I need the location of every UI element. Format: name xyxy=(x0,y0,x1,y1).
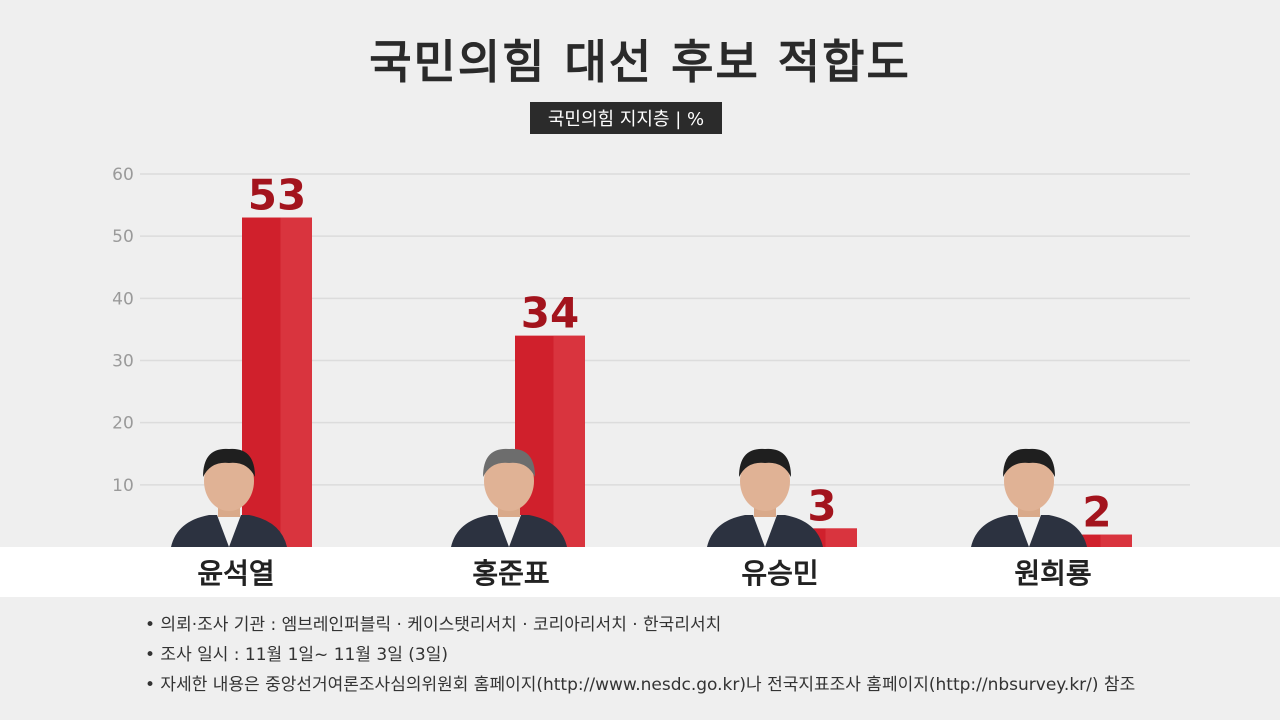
candidate-portrait xyxy=(171,448,287,547)
candidate-name-band xyxy=(0,547,1280,597)
candidate-name: 유승민 xyxy=(741,557,819,590)
candidate-portrait xyxy=(707,448,823,547)
value-label: 2 xyxy=(1082,488,1111,537)
chart-subtitle: 국민의힘 지지층 | % xyxy=(530,102,722,134)
y-tick-label: 10 xyxy=(112,476,134,496)
value-label: 34 xyxy=(521,289,579,338)
value-label: 3 xyxy=(807,481,836,530)
candidate-name: 윤석열 xyxy=(197,557,275,590)
y-tick-label: 40 xyxy=(112,289,134,309)
footnote-reference: • 자세한 내용은 중앙선거여론조사심의위원회 홈페이지(http://www.… xyxy=(145,675,1136,695)
bar-highlight xyxy=(280,217,312,547)
candidate-portrait xyxy=(451,448,567,547)
y-tick-label: 20 xyxy=(112,414,134,434)
y-tick-label: 50 xyxy=(112,227,134,247)
y-tick-label: 30 xyxy=(112,352,134,372)
candidate-name: 원희룡 xyxy=(1014,557,1092,590)
candidate-portrait xyxy=(971,448,1087,547)
chart-title: 국민의힘 대선 후보 적합도 xyxy=(369,35,911,89)
bar-highlight xyxy=(825,528,857,547)
bar-highlight xyxy=(1100,534,1132,547)
footnote-date: • 조사 일시 : 11월 1일~ 11월 3일 (3일) xyxy=(145,645,448,665)
y-tick-label: 60 xyxy=(112,165,134,185)
bar-chart: 10 20 30 40 50 60 53 34 3 2 xyxy=(112,165,1190,547)
candidate-name: 홍준표 xyxy=(472,557,550,590)
value-label: 53 xyxy=(248,171,306,220)
footnote-agency: • 의뢰·조사 기관 : 엠브레인퍼블릭 · 케이스탯리서치 · 코리아리서치 … xyxy=(145,615,722,635)
footnotes: • 의뢰·조사 기관 : 엠브레인퍼블릭 · 케이스탯리서치 · 코리아리서치 … xyxy=(145,610,1245,700)
bar-highlight xyxy=(553,335,585,547)
